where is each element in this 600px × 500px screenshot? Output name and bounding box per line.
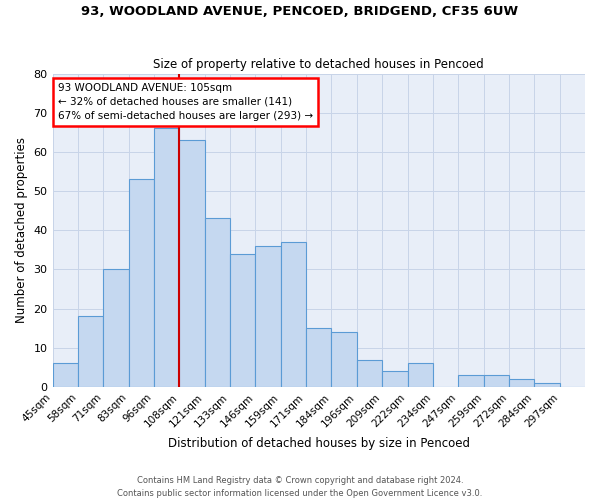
- Text: Contains HM Land Registry data © Crown copyright and database right 2024.
Contai: Contains HM Land Registry data © Crown c…: [118, 476, 482, 498]
- Bar: [103, 270, 128, 387]
- Bar: [534, 383, 560, 387]
- Bar: [331, 332, 357, 387]
- Bar: [509, 379, 534, 387]
- Bar: [53, 364, 78, 387]
- Bar: [154, 128, 179, 387]
- Bar: [382, 372, 407, 387]
- Bar: [230, 254, 256, 387]
- X-axis label: Distribution of detached houses by size in Pencoed: Distribution of detached houses by size …: [168, 437, 470, 450]
- Text: 93 WOODLAND AVENUE: 105sqm
← 32% of detached houses are smaller (141)
67% of sem: 93 WOODLAND AVENUE: 105sqm ← 32% of deta…: [58, 83, 313, 121]
- Title: Size of property relative to detached houses in Pencoed: Size of property relative to detached ho…: [154, 58, 484, 71]
- Bar: [179, 140, 205, 387]
- Text: 93, WOODLAND AVENUE, PENCOED, BRIDGEND, CF35 6UW: 93, WOODLAND AVENUE, PENCOED, BRIDGEND, …: [82, 5, 518, 18]
- Bar: [256, 246, 281, 387]
- Bar: [407, 364, 433, 387]
- Bar: [205, 218, 230, 387]
- Bar: [281, 242, 306, 387]
- Bar: [458, 375, 484, 387]
- Bar: [128, 180, 154, 387]
- Bar: [306, 328, 331, 387]
- Bar: [484, 375, 509, 387]
- Bar: [357, 360, 382, 387]
- Bar: [78, 316, 103, 387]
- Y-axis label: Number of detached properties: Number of detached properties: [15, 138, 28, 324]
